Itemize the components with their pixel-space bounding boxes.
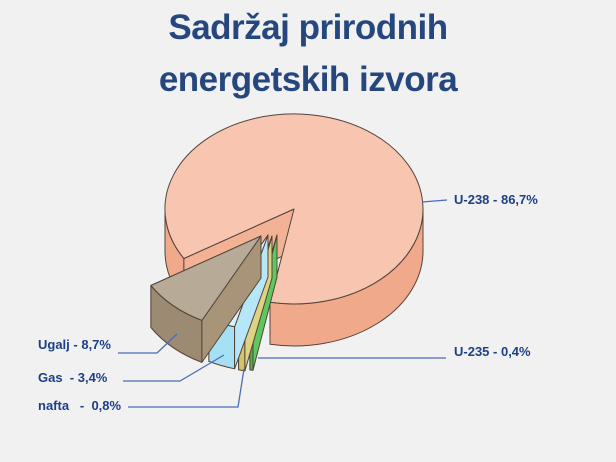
pie-slice-u-238-top: [164, 113, 424, 305]
callout-u238: U-238 - 86,7%: [454, 192, 538, 207]
callout-ugalj: Ugalj - 8,7%: [38, 337, 111, 352]
pie-slice-ugalj-top: [150, 235, 262, 321]
callout-u235: U-235 - 0,4%: [454, 344, 531, 359]
leader-line-u238: [421, 199, 448, 203]
callout-nafta: nafta - 0,8%: [38, 398, 122, 413]
leader-line-gas: [123, 354, 225, 382]
callout-gas: Gas - 3,4%: [38, 370, 108, 385]
slide-title: Sadržaj prirodnih energetskih izvora: [0, 2, 616, 106]
leader-line-nafta: [128, 368, 245, 408]
title-line-1: Sadržaj prirodnih: [168, 8, 448, 47]
leader-line-ugalj: [118, 333, 178, 354]
pie-slice-ugalj: [150, 235, 262, 363]
pie-slice-u-238: [164, 113, 424, 347]
title-line-2: energetskih izvora: [158, 60, 458, 99]
